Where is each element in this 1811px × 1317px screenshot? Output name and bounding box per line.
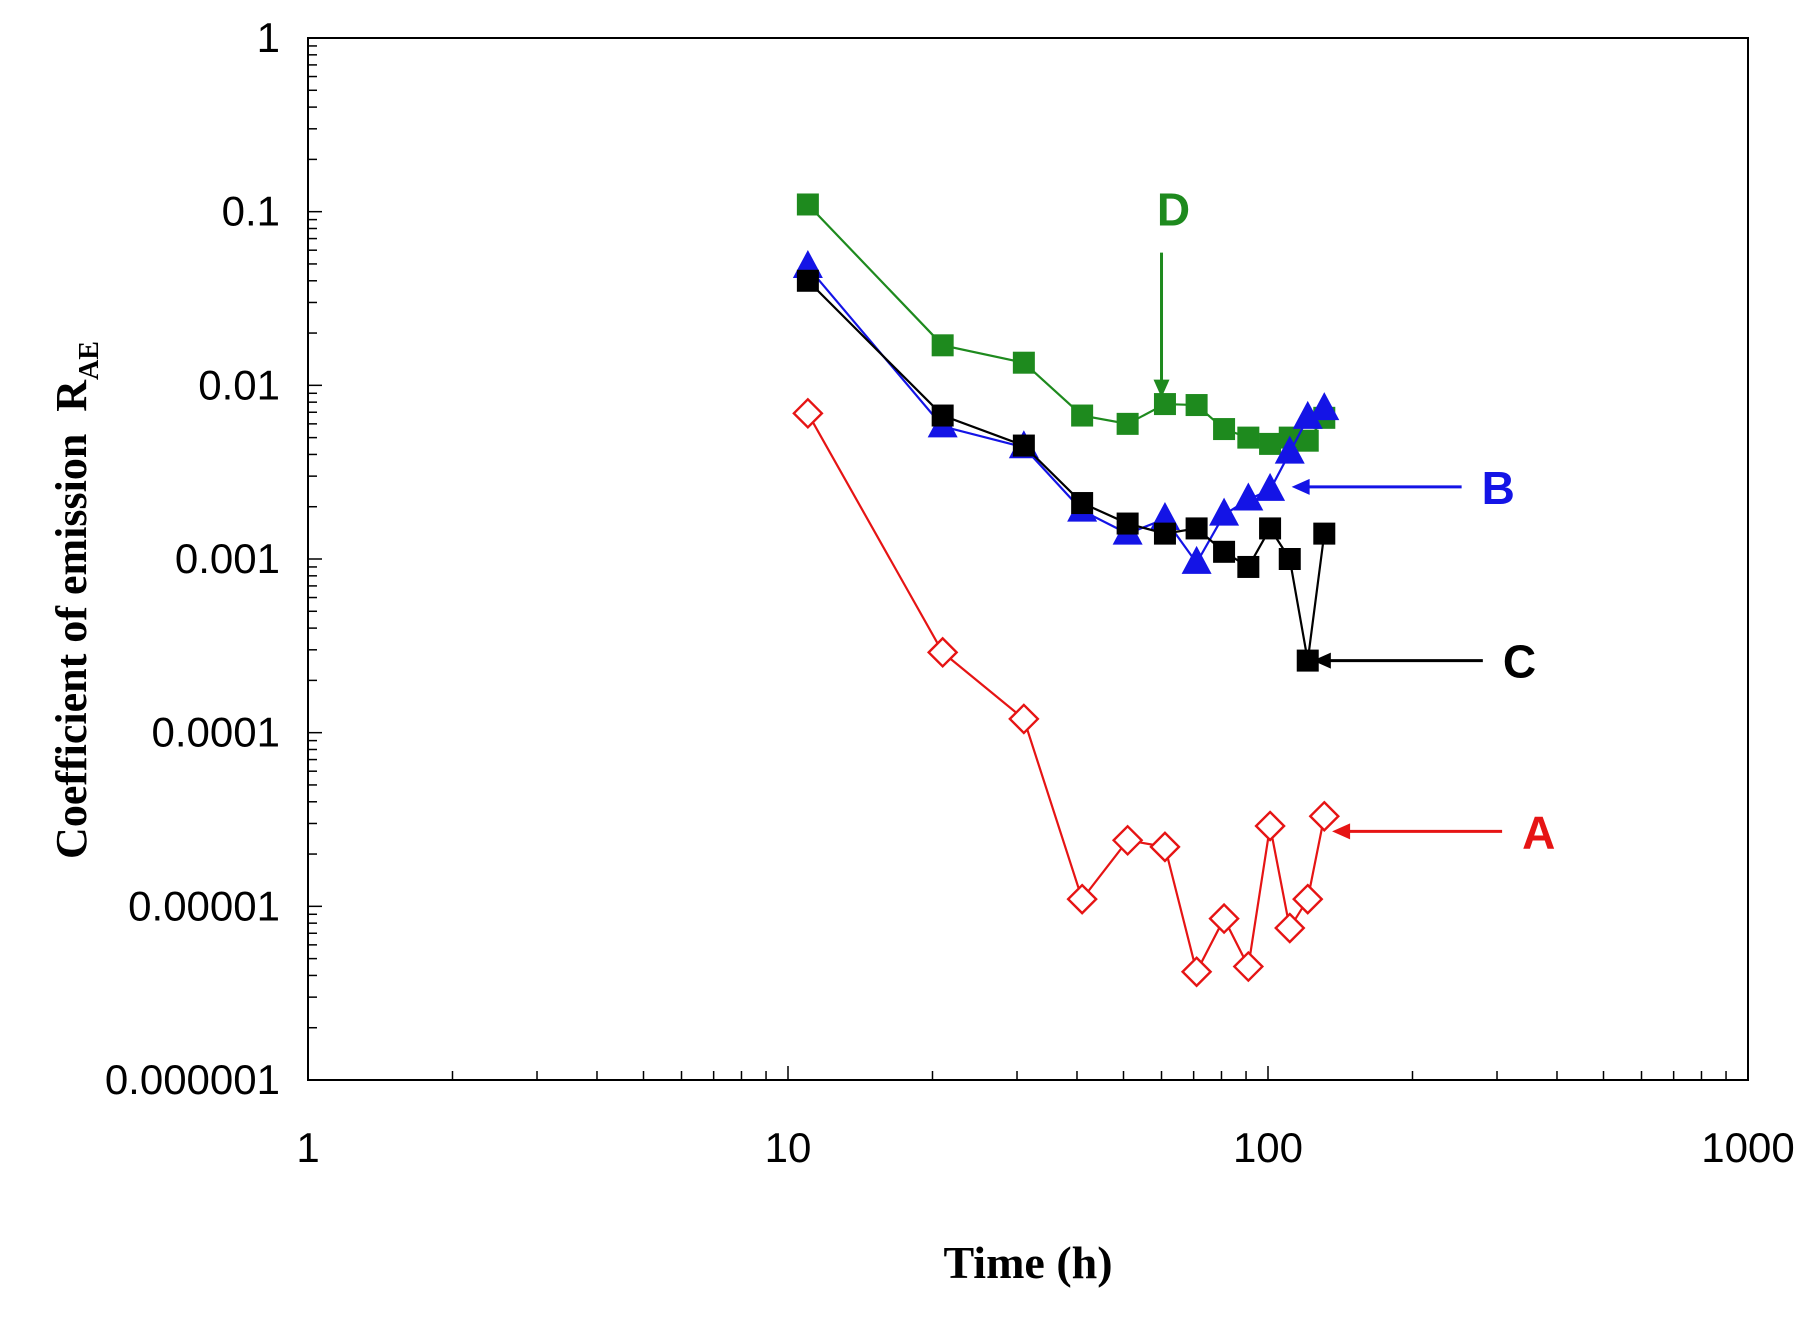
data-point-B — [1209, 497, 1240, 526]
y-tick-label: 0.00001 — [128, 882, 280, 929]
data-point-B — [1274, 435, 1305, 464]
data-point-C — [1185, 517, 1208, 540]
y-tick-label: 0.001 — [175, 535, 280, 582]
data-point-A — [1149, 831, 1181, 863]
y-axis-title-subscript: AE — [74, 341, 105, 380]
data-point-A — [1208, 902, 1240, 935]
data-point-D — [1012, 351, 1035, 374]
data-point-C — [1278, 548, 1301, 570]
annotation-arrowhead — [1291, 478, 1310, 495]
data-point-C — [1259, 517, 1282, 540]
data-point-A — [1111, 824, 1144, 857]
data-point-A — [1180, 956, 1213, 988]
annotation-arrowhead — [1153, 379, 1170, 398]
annotation-A: A — [1332, 806, 1555, 858]
data-point-A — [1292, 883, 1324, 915]
annotation-label-D: D — [1157, 184, 1190, 236]
y-tick-label: 1 — [257, 14, 280, 61]
data-point-D — [1213, 418, 1236, 441]
data-point-B — [1181, 545, 1212, 574]
data-point-D — [1116, 412, 1139, 435]
y-tick-labels: 1 0.1 0.01 0.001 0.0001 0.00001 0.000001 — [105, 14, 280, 1103]
data-point-C — [1116, 512, 1139, 535]
y-axis-title: Coefficient of emission RAE — [47, 341, 105, 859]
data-point-D — [1153, 393, 1176, 416]
x-tick-label: 100 — [1233, 1124, 1303, 1171]
data-point-D — [931, 334, 954, 357]
data-point-B — [1255, 472, 1286, 501]
data-point-C — [1296, 649, 1319, 672]
annotation-arrowhead — [1332, 823, 1351, 840]
data-point-C — [1153, 522, 1176, 545]
y-tick-label: 0.01 — [198, 361, 280, 408]
annotation-label-B: B — [1482, 462, 1515, 514]
x-tick-label: 1 — [296, 1124, 319, 1171]
x-tick-label: 1000 — [1701, 1124, 1794, 1171]
y-tick-label: 0.0001 — [152, 709, 280, 756]
series-layer — [792, 193, 1340, 988]
annotation-D: D — [1153, 184, 1190, 398]
series-C — [796, 269, 1336, 672]
data-point-B — [1233, 482, 1264, 511]
y-tick-label: 0.000001 — [105, 1056, 280, 1103]
annotation-layer: D B C A — [1153, 184, 1555, 858]
x-axis-title: Time (h) — [943, 1237, 1112, 1288]
data-point-C — [1213, 540, 1236, 563]
data-point-C — [1237, 555, 1260, 578]
annotation-C: C — [1312, 636, 1536, 688]
x-tick-label: 10 — [765, 1124, 812, 1171]
annotation-B: B — [1291, 462, 1515, 514]
data-point-C — [931, 404, 954, 427]
y-tick-label: 0.1 — [222, 188, 280, 235]
data-point-A — [1274, 912, 1306, 944]
data-point-D — [1259, 432, 1282, 455]
data-point-C — [1313, 522, 1336, 545]
minor-ticks — [307, 45, 1727, 1081]
data-point-D — [1237, 426, 1260, 449]
data-point-A — [1254, 810, 1286, 842]
annotation-label-C: C — [1503, 636, 1536, 688]
data-point-A — [1066, 883, 1098, 915]
data-point-A — [792, 397, 824, 430]
data-point-D — [1296, 429, 1319, 452]
data-point-A — [1308, 800, 1340, 832]
data-point-A — [1008, 703, 1040, 735]
data-point-C — [1012, 434, 1035, 457]
y-axis-title-main: Coefficient of emission R — [47, 379, 96, 859]
series-A — [792, 397, 1340, 988]
data-point-B — [1292, 400, 1323, 429]
annotation-label-A: A — [1522, 806, 1555, 858]
data-point-B — [1309, 392, 1340, 421]
data-point-D — [796, 193, 819, 216]
data-point-A — [926, 636, 959, 669]
data-point-D — [1071, 404, 1094, 427]
x-tick-labels: 1 10 100 1000 — [296, 1124, 1794, 1171]
data-point-A — [1232, 950, 1265, 983]
data-point-D — [1185, 394, 1208, 417]
data-point-C — [1071, 492, 1094, 515]
annotation-arrowhead — [1312, 652, 1331, 669]
data-point-C — [796, 269, 819, 292]
